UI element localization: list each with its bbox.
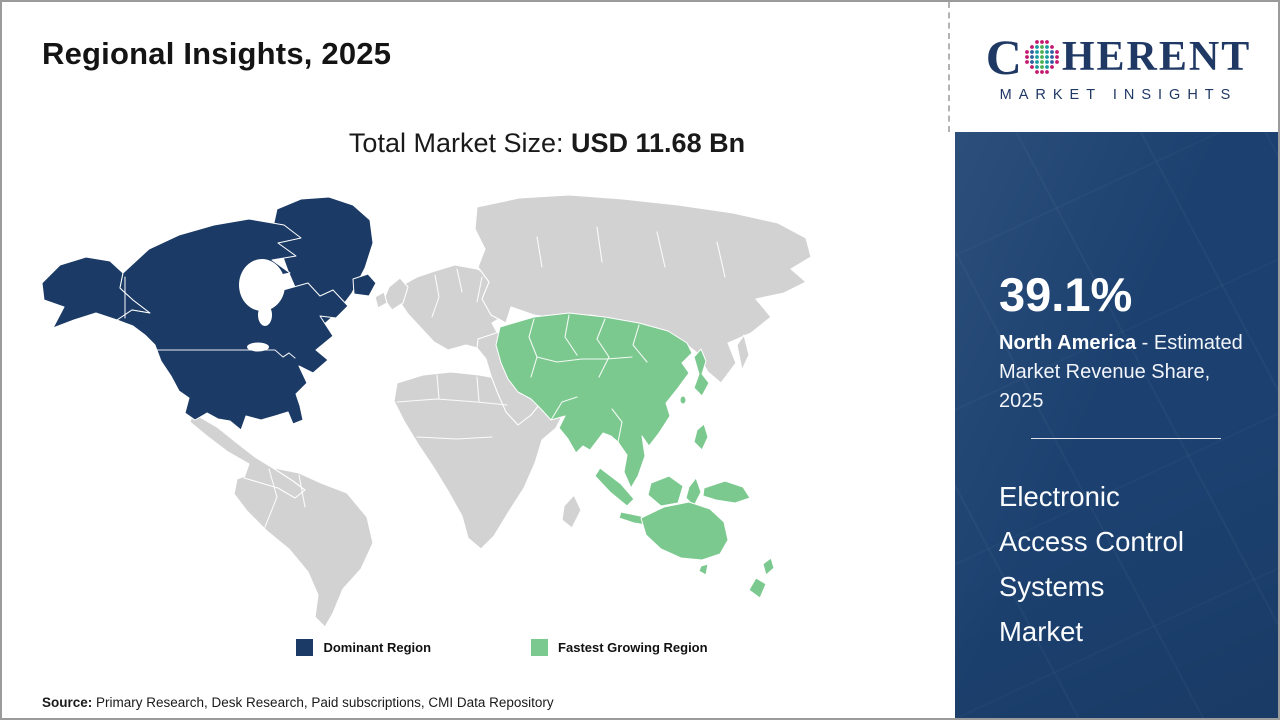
map-iceland — [352, 273, 377, 297]
logo-tagline: MARKET INSIGHTS — [999, 86, 1238, 103]
map-sulawesi — [685, 477, 702, 507]
map-james-bay — [258, 304, 272, 326]
map-europe — [397, 264, 517, 351]
logo-word-rest: HERENT — [1061, 33, 1252, 80]
map-mexico-central-america — [189, 412, 306, 499]
total-market-size-value: USD 11.68 Bn — [571, 128, 746, 158]
map-philippines — [693, 423, 709, 451]
source-label: Source: — [42, 695, 93, 710]
map-madagascar — [561, 494, 582, 529]
market-name-line-4: Market — [999, 615, 1084, 647]
map-canada-usa — [116, 218, 349, 431]
logo-divider-dashed-line — [948, 2, 950, 132]
map-sakhalin — [736, 334, 750, 371]
total-market-size-label: Total Market Size: — [348, 128, 571, 158]
map-new-zealand-north — [762, 557, 775, 576]
legend-swatch-dominant — [296, 639, 314, 656]
map-borneo — [647, 475, 684, 507]
source-text: Primary Research, Desk Research, Paid su… — [92, 695, 554, 710]
market-share-region: North America — [999, 332, 1137, 355]
map-ireland — [374, 291, 388, 309]
sidebar-divider — [1030, 438, 1221, 440]
logo-globe-icon — [1024, 39, 1059, 74]
company-logo: C HERENT MARKET INSIGHTS — [955, 2, 1278, 132]
map-sumatra — [594, 467, 635, 507]
logo-letter-c: C — [985, 28, 1022, 85]
sidebar-panel: 39.1% North America - Estimated Market R… — [955, 132, 1278, 718]
world-map-svg — [41, 194, 812, 628]
legend-label-dominant: Dominant Region — [323, 640, 432, 655]
legend-label-fastest-growing: Fastest Growing Region — [558, 640, 708, 655]
map-border-lines-europe — [431, 268, 483, 318]
market-name: Electronic Access Control Systems Market — [999, 475, 1252, 654]
map-border-lines-south-america — [264, 468, 306, 528]
market-name-line-3: Systems — [999, 570, 1105, 602]
map-taiwan — [679, 395, 687, 405]
total-market-size: Total Market Size: USD 11.68 Bn — [142, 128, 952, 159]
map-border-lines-russia — [536, 226, 726, 278]
map-us-canada-border — [156, 349, 296, 359]
legend-swatch-fastest-growing — [531, 639, 549, 656]
map-border-lines-asia — [528, 314, 648, 443]
market-share-value: 39.1% — [999, 268, 1133, 321]
map-australia — [640, 501, 729, 561]
market-share-description: North America - Estimated Market Revenue… — [999, 329, 1249, 416]
market-name-line-1: Electronic — [999, 481, 1120, 513]
map-great-lakes — [247, 342, 269, 352]
legend-item-dominant: Dominant Region — [296, 639, 431, 656]
map-hudson-bay — [239, 259, 285, 311]
logo-wordmark: C HERENT — [986, 32, 1251, 82]
legend-item-fastest-growing: Fastest Growing Region — [531, 639, 708, 656]
map-japan — [693, 348, 710, 397]
map-russia — [474, 194, 812, 384]
market-name-line-2: Access Control — [999, 526, 1184, 558]
map-tasmania — [698, 563, 709, 576]
map-new-zealand-south — [748, 577, 767, 599]
page-title: Regional Insights, 2025 — [42, 36, 392, 71]
map-new-guinea — [702, 480, 751, 504]
map-legend: Dominant Region Fastest Growing Region — [102, 639, 902, 656]
market-share-desc-text: - Estimated Market Revenue Share, 2025 — [999, 332, 1243, 413]
map-border-lines-africa — [396, 374, 508, 440]
map-south-america — [233, 466, 374, 628]
source-note: Source: Primary Research, Desk Research,… — [42, 695, 554, 710]
world-map — [37, 187, 817, 628]
